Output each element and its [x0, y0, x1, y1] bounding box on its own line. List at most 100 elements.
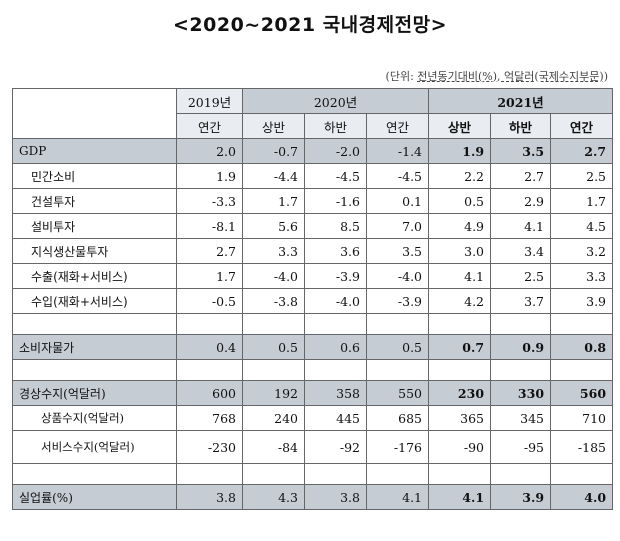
cell: 8.5	[304, 213, 367, 239]
cell: 1.9	[428, 138, 492, 164]
cell: 3.7	[490, 288, 552, 314]
cell: -3.8	[242, 288, 305, 314]
cell: 0.4	[176, 334, 243, 360]
header-2019-annual: 연간	[176, 113, 243, 139]
row-label: 수출(재화+서비스)	[12, 263, 177, 289]
cell: -4.5	[365, 163, 430, 189]
cell: -3.9	[304, 263, 367, 289]
cell: -176	[365, 430, 430, 464]
row-label: 경상수지(억달러)	[12, 380, 177, 406]
cell: 3.6	[304, 238, 367, 264]
cell: -0.5	[176, 288, 243, 314]
cell: 3.3	[550, 263, 614, 289]
cell: 2.7	[176, 238, 243, 264]
spacer-row	[12, 359, 614, 381]
cell: 1.7	[176, 263, 243, 289]
row-label: 건설투자	[12, 188, 177, 214]
cell: -3.3	[176, 188, 243, 214]
cell: 2.2	[428, 163, 492, 189]
cell: 2.5	[550, 163, 614, 189]
row-label: 서비스수지(억달러)	[12, 430, 177, 464]
table-row-gdp: GDP 2.0 -0.7 -2.0 -1.4 1.9 3.5 2.7	[12, 138, 614, 164]
cell: 3.4	[490, 238, 552, 264]
cell: 0.5	[365, 334, 430, 360]
cell: 3.8	[304, 484, 367, 510]
cell: 230	[428, 380, 492, 406]
cell: -4.0	[242, 263, 305, 289]
row-label: 실업률(%)	[12, 484, 177, 510]
cell: 550	[365, 380, 430, 406]
cell: -84	[242, 430, 305, 464]
cell: 3.2	[550, 238, 614, 264]
cell: -0.7	[242, 138, 305, 164]
header-2020-h1: 상반	[242, 113, 305, 139]
header-row-years: 2019년 2020년 2021년	[12, 88, 614, 139]
header-2020-annual: 연간	[365, 113, 430, 139]
table-row-goods-balance: 상품수지(억달러) 768 240 445 685 365 345 710	[12, 405, 614, 431]
cell: 3.3	[242, 238, 305, 264]
cell: -4.0	[365, 263, 430, 289]
cell: 7.0	[365, 213, 430, 239]
cell: 2.9	[490, 188, 552, 214]
row-label: 소비자물가	[12, 334, 177, 360]
cell: -230	[176, 430, 243, 464]
header-2021: 2021년	[428, 88, 614, 114]
cell: 330	[490, 380, 552, 406]
cell: 5.6	[242, 213, 305, 239]
table-row-services-balance: 서비스수지(억달러) -230 -84 -92 -176 -90 -95 -18…	[12, 430, 614, 464]
header-2020-h2: 하반	[304, 113, 367, 139]
cell: 710	[550, 405, 614, 431]
spacer-row	[12, 463, 614, 485]
table-row-equipment: 설비투자 -8.1 5.6 8.5 7.0 4.9 4.1 4.5	[12, 213, 614, 239]
cell: 365	[428, 405, 492, 431]
table-row-exports: 수출(재화+서비스) 1.7 -4.0 -3.9 -4.0 4.1 2.5 3.…	[12, 263, 614, 289]
cell: 192	[242, 380, 305, 406]
spacer-row	[12, 313, 614, 335]
table-row-consumption: 민간소비 1.9 -4.4 -4.5 -4.5 2.2 2.7 2.5	[12, 163, 614, 189]
cell: -1.4	[365, 138, 430, 164]
forecast-table: 2019년 2020년 2021년 연간 상반 하반 연간 상반 하반 연간 G…	[12, 88, 614, 510]
row-label: 수입(재화+서비스)	[12, 288, 177, 314]
cell: 0.5	[242, 334, 305, 360]
unit-suffix: )	[603, 70, 608, 83]
cell: 3.9	[490, 484, 552, 510]
header-2021-h2: 하반	[490, 113, 552, 139]
table-row-current-account: 경상수지(억달러) 600 192 358 550 230 330 560	[12, 380, 614, 406]
row-label: 지식생산물투자	[12, 238, 177, 264]
cell: -4.4	[242, 163, 305, 189]
cell: -8.1	[176, 213, 243, 239]
cell: 4.1	[365, 484, 430, 510]
unit-note: (단위: 전년동기대비(%), 억달러(국제수지부문))	[386, 68, 608, 84]
cell: 0.1	[365, 188, 430, 214]
unit-main: 전년동기대비(%), 억달러(국제수지부문)	[417, 70, 604, 83]
cell: 4.0	[550, 484, 614, 510]
cell: 4.2	[428, 288, 492, 314]
row-label: GDP	[12, 138, 177, 164]
cell: 3.8	[176, 484, 243, 510]
header-blank	[12, 88, 177, 139]
cell: 2.5	[490, 263, 552, 289]
unit-prefix: (단위:	[385, 70, 418, 83]
cell: -92	[304, 430, 367, 464]
header-2019: 2019년	[176, 88, 243, 114]
cell: -90	[428, 430, 492, 464]
cell: 0.5	[428, 188, 492, 214]
cell: 445	[304, 405, 367, 431]
cell: 560	[550, 380, 614, 406]
cell: 345	[490, 405, 552, 431]
cell: 4.1	[428, 484, 492, 510]
row-label: 민간소비	[12, 163, 177, 189]
page-title: <2020~2021 국내경제전망>	[172, 14, 448, 36]
cell: -4.5	[304, 163, 367, 189]
header-2020: 2020년	[241, 88, 430, 114]
row-label: 설비투자	[12, 213, 177, 239]
cell: 4.5	[550, 213, 614, 239]
header-2021-annual: 연간	[550, 113, 614, 139]
table-row-construction: 건설투자 -3.3 1.7 -1.6 0.1 0.5 2.9 1.7	[12, 188, 614, 214]
cell: 1.9	[176, 163, 243, 189]
cell: 685	[365, 405, 430, 431]
cell: 240	[242, 405, 305, 431]
cell: 0.6	[304, 334, 367, 360]
cell: -2.0	[304, 138, 367, 164]
cell: -4.0	[304, 288, 367, 314]
